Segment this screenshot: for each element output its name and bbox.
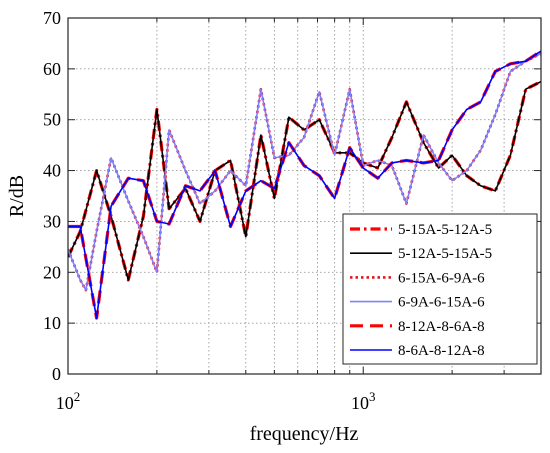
series-line-2 — [68, 80, 541, 281]
axis-ticks: 0 10 20 30 40 50 60 70 102 103 — [43, 8, 541, 413]
y-tick-label: 40 — [43, 161, 61, 181]
legend-label: 5-15A-5-12A-5 — [398, 222, 492, 238]
y-tick-label: 0 — [52, 364, 61, 384]
legend-label: 5-12A-5-15A-5 — [398, 246, 492, 262]
y-tick-label: 50 — [43, 110, 61, 130]
x-tick-label: 102 — [56, 389, 81, 413]
plot-frame — [67, 17, 542, 375]
legend-label: 6-15A-6-9A-6 — [398, 270, 485, 286]
series-lines — [68, 49, 541, 320]
y-tick-label: 70 — [43, 8, 61, 28]
series-line-4 — [68, 52, 541, 291]
series-line-6 — [68, 50, 541, 319]
y-tick-label: 10 — [43, 313, 61, 333]
y-tick-label: 30 — [43, 211, 61, 231]
legend-box — [342, 213, 538, 365]
y-axis-label: R/dB — [6, 175, 28, 217]
legend: 5-15A-5-12A-5 5-12A-5-15A-5 6-15A-6-9A-6 6-… — [342, 213, 538, 365]
y-tick-label: 20 — [43, 262, 61, 282]
y-tick-label: 60 — [43, 59, 61, 79]
legend-label: 6-9A-6-15A-6 — [398, 295, 485, 311]
legend-label: 8-12A-8-6A-8 — [398, 319, 485, 335]
x-axis-label: frequency/Hz — [250, 423, 359, 445]
legend-label: 8-6A-8-12A-8 — [398, 343, 485, 359]
x-tick-label: 103 — [351, 389, 376, 413]
